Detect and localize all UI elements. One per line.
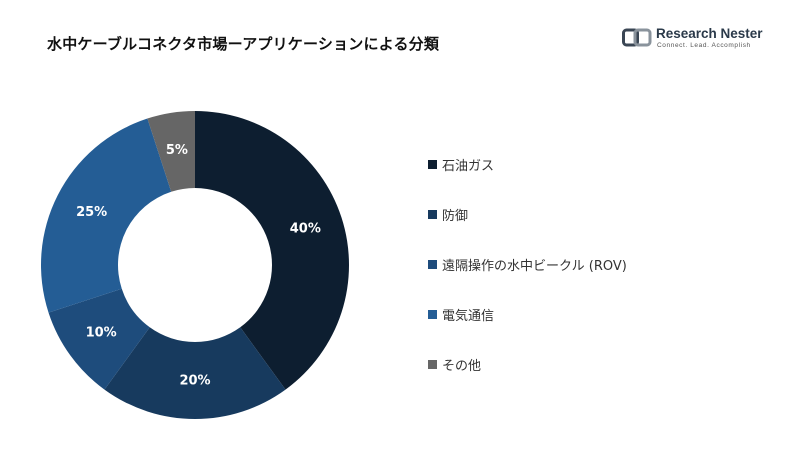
legend-label: 遠隔操作の水中ビークル (ROV)	[442, 259, 627, 274]
logo-tagline: Connect. Lead. Accomplish	[657, 42, 751, 49]
chart-title: 水中ケーブルコネクタ市場ーアプリケーションによる分類	[47, 35, 440, 53]
donut-slice-1	[195, 111, 350, 390]
legend-label: その他	[442, 359, 482, 374]
slice-label-1: 40%	[290, 222, 321, 237]
logo-mark-icon	[622, 28, 652, 47]
legend-swatch	[428, 310, 437, 319]
donut-slices	[40, 111, 350, 420]
legend-label: 防御	[442, 209, 469, 224]
slice-label-5: 5%	[166, 143, 188, 158]
chart-legend: 石油ガス防御遠隔操作の水中ビークル (ROV) 電気通信その他	[428, 155, 627, 405]
legend-swatch	[428, 160, 437, 169]
legend-item: 電気通信	[428, 305, 627, 355]
donut-labels: 40% 20% 10% 25% 5%	[76, 143, 321, 389]
donut-slice-2	[104, 327, 286, 420]
donut-slice-3	[48, 288, 150, 390]
logo-name: Research Nester	[656, 26, 763, 41]
legend-swatch	[428, 260, 437, 269]
legend-swatch	[428, 210, 437, 219]
legend-label: 電気通信	[442, 309, 495, 324]
legend-item: 遠隔操作の水中ビークル (ROV)	[428, 255, 627, 305]
legend-item: 防御	[428, 205, 627, 255]
legend-item: 石油ガス	[428, 155, 627, 205]
legend-swatch	[428, 360, 437, 369]
legend-label: 石油ガス	[442, 159, 495, 174]
slice-label-4: 25%	[76, 205, 107, 220]
slice-label-2: 20%	[179, 374, 210, 389]
slice-label-3: 10%	[86, 326, 117, 341]
donut-slice-5	[147, 111, 195, 192]
research-nester-logo: Research Nester Connect. Lead. Accomplis…	[622, 26, 763, 52]
legend-item: その他	[428, 355, 627, 405]
donut-slice-4	[40, 118, 172, 313]
